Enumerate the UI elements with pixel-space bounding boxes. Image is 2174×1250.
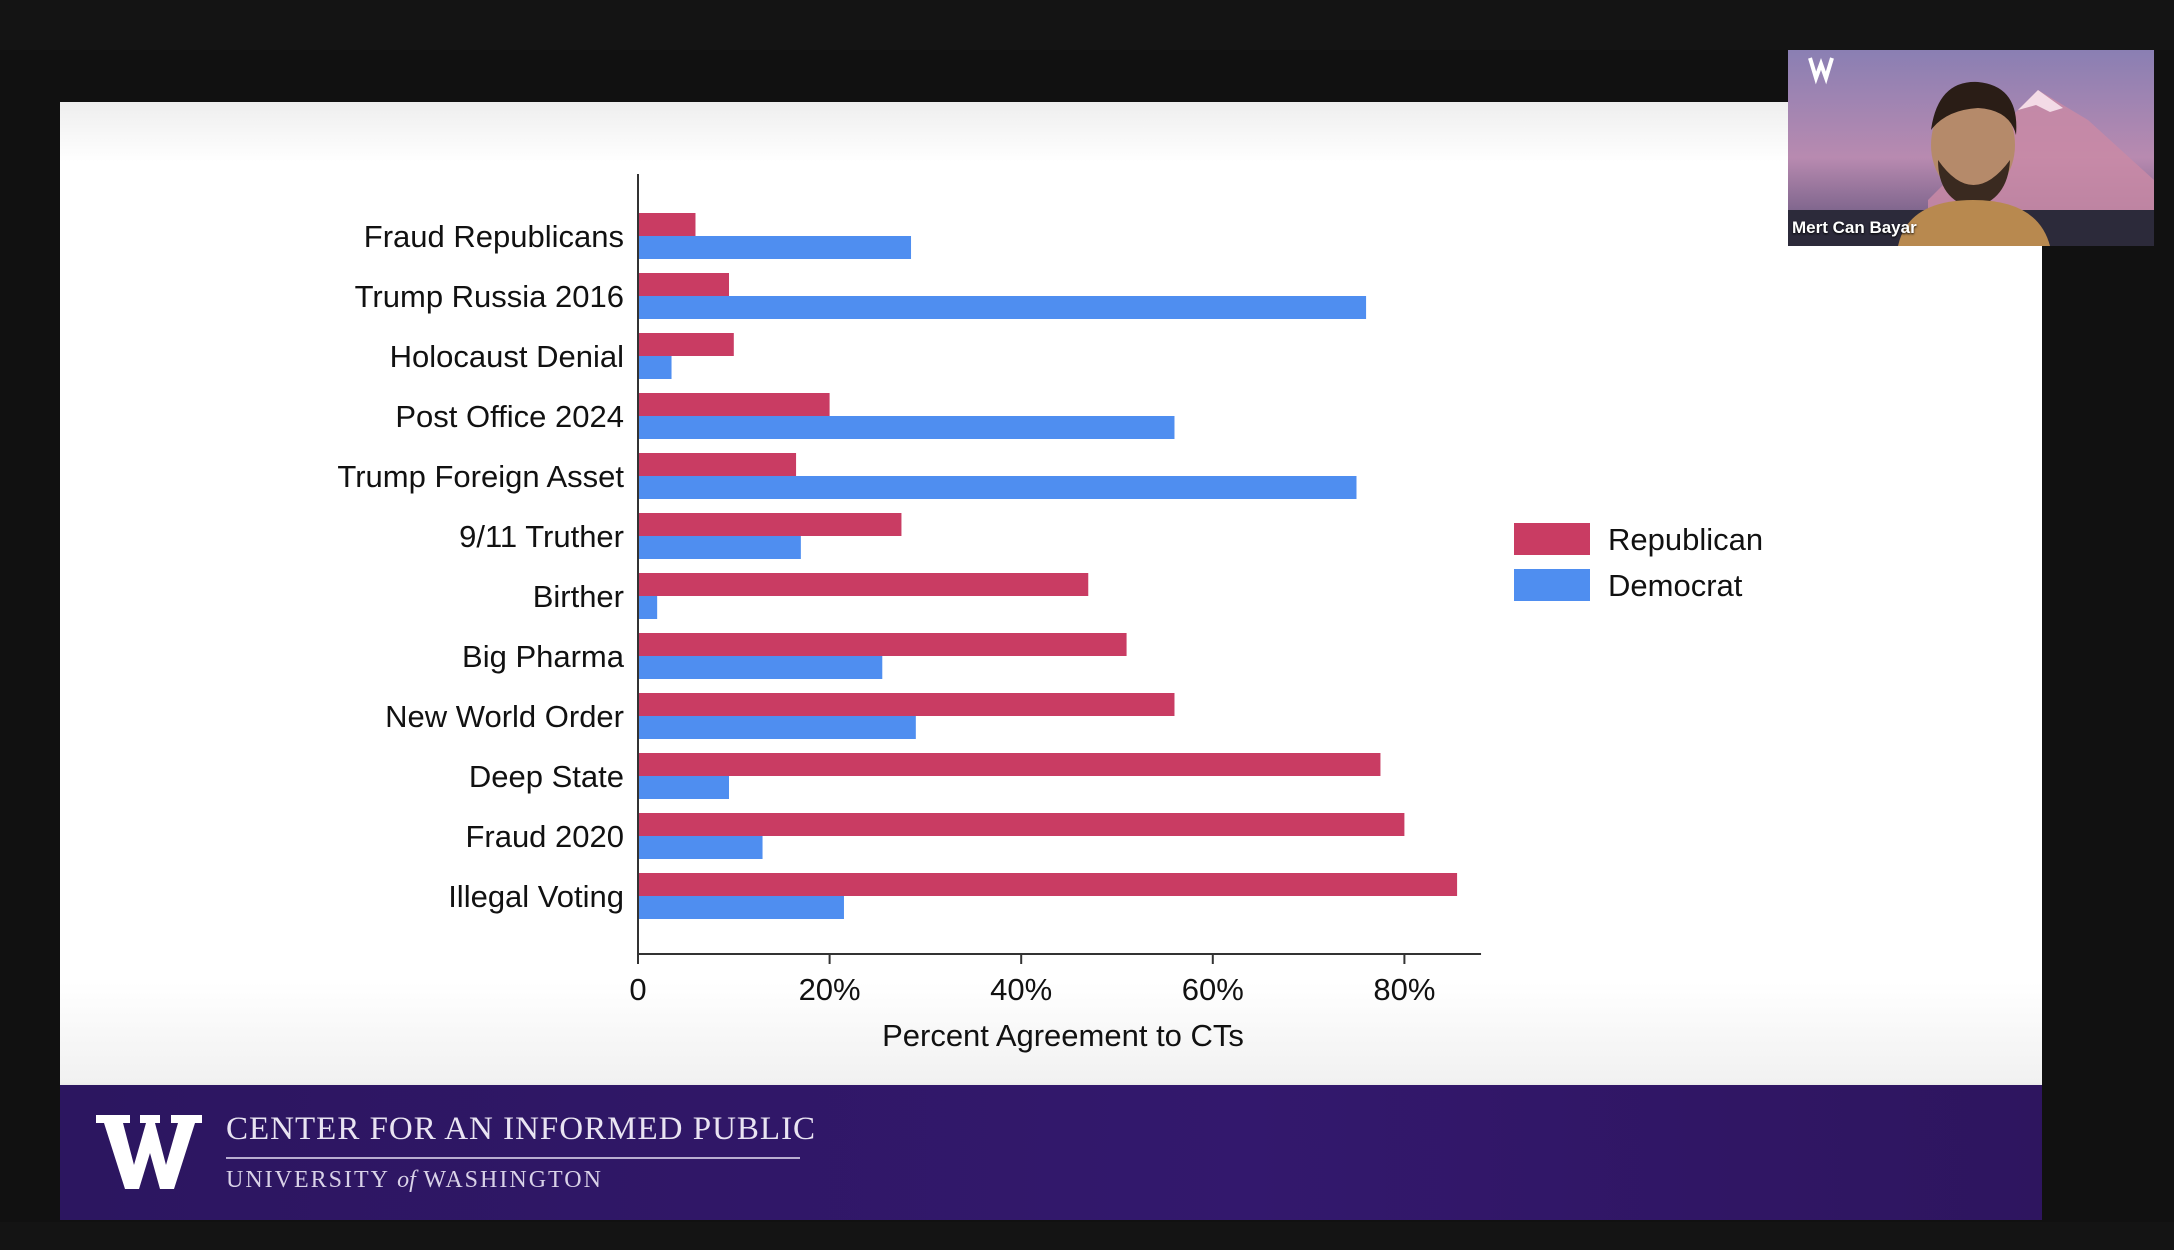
bar-republican xyxy=(638,573,1089,596)
bottom-bar xyxy=(0,1222,2174,1250)
bar-republican xyxy=(638,633,1127,656)
legend: Republican Democrat xyxy=(1514,522,1763,603)
bar-democrat xyxy=(638,656,883,679)
bar-democrat xyxy=(638,416,1175,439)
category-label: Fraud Republicans xyxy=(364,219,624,254)
bar-republican xyxy=(638,513,902,536)
x-tick-label: 20% xyxy=(799,972,861,1007)
bar-democrat xyxy=(638,776,730,799)
bar-republican xyxy=(638,753,1381,776)
top-bar xyxy=(0,0,2174,50)
bar-democrat xyxy=(638,596,658,619)
x-tick-label: 0 xyxy=(629,972,646,1007)
university-of: of xyxy=(397,1167,416,1193)
presentation-slide: Fraud Republicans Trump Russia 2016 Holoca… xyxy=(60,102,2042,1220)
bar-democrat xyxy=(638,836,763,859)
category-label: Holocaust Denial xyxy=(390,339,624,374)
university-post: WASHINGTON xyxy=(423,1167,603,1193)
x-tick-label: 80% xyxy=(1373,972,1435,1007)
legend-label: Democrat xyxy=(1608,568,1743,603)
legend-swatch xyxy=(1514,523,1590,555)
participant-video-feed xyxy=(1788,50,2154,246)
x-tick-label: 60% xyxy=(1182,972,1244,1007)
bar-republican xyxy=(638,813,1405,836)
category-label: Trump Russia 2016 xyxy=(355,279,624,314)
university-name: UNIVERSITY of WASHINGTON xyxy=(226,1167,603,1194)
bar-republican xyxy=(638,213,696,236)
slide-footer: CENTER FOR AN INFORMED PUBLIC UNIVERSITY… xyxy=(60,1085,2042,1220)
bar-democrat xyxy=(638,476,1357,499)
category-label: New World Order xyxy=(385,699,624,734)
category-label: Deep State xyxy=(469,759,624,794)
uw-w-logo xyxy=(96,1115,202,1189)
bar-republican xyxy=(638,693,1175,716)
bars-group xyxy=(638,213,1458,919)
category-label: Birther xyxy=(533,579,624,614)
university-pre: UNIVERSITY xyxy=(226,1167,390,1193)
category-labels: Fraud Republicans Trump Russia 2016 Holoca… xyxy=(337,219,624,914)
bar-democrat xyxy=(638,716,916,739)
bar-chart: Fraud Republicans Trump Russia 2016 Holoca… xyxy=(337,174,1763,1053)
bar-democrat xyxy=(638,896,844,919)
org-name: CENTER FOR AN INFORMED PUBLIC xyxy=(226,1111,817,1147)
x-tick-labels: 0 20% 40% 60% 80% xyxy=(629,972,1435,1007)
legend-swatch xyxy=(1514,569,1590,601)
bar-republican xyxy=(638,393,830,416)
x-axis-label: Percent Agreement to CTs xyxy=(882,1018,1244,1053)
bar-republican xyxy=(638,873,1458,896)
category-label: 9/11 Truther xyxy=(459,519,624,554)
bar-republican xyxy=(638,453,797,476)
category-label: Post Office 2024 xyxy=(395,399,624,434)
x-tick-label: 40% xyxy=(990,972,1052,1007)
legend-label: Republican xyxy=(1608,522,1763,557)
axes-group xyxy=(637,174,1482,964)
bar-democrat xyxy=(638,296,1367,319)
bar-democrat xyxy=(638,536,801,559)
bar-democrat xyxy=(638,236,912,259)
category-label: Trump Foreign Asset xyxy=(337,459,624,494)
category-label: Fraud 2020 xyxy=(465,819,624,854)
bar-republican xyxy=(638,273,730,296)
bar-republican xyxy=(638,333,734,356)
category-label: Illegal Voting xyxy=(448,879,624,914)
participant-name: Mert Can Bayar xyxy=(1792,218,1917,237)
category-label: Big Pharma xyxy=(462,639,625,674)
participant-video-tile[interactable]: Mert Can Bayar xyxy=(1788,50,2154,246)
org-divider xyxy=(226,1157,800,1159)
bar-democrat xyxy=(638,356,672,379)
